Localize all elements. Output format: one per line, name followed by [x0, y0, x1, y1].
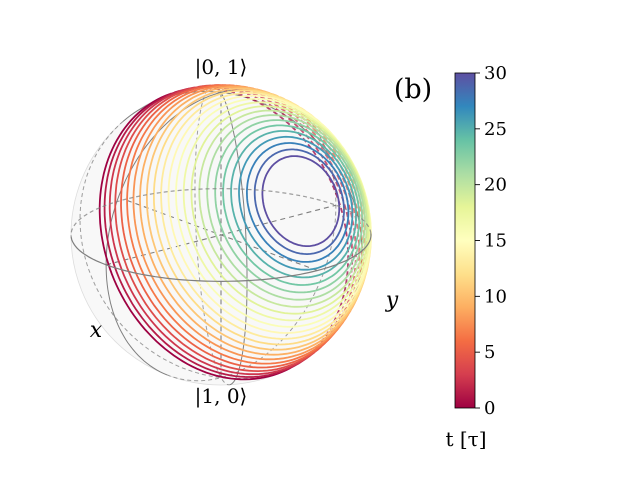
colorbar-tick-label: 25: [484, 119, 507, 140]
meridian-line: [105, 264, 168, 376]
colorbar-gradient: [454, 72, 476, 409]
trajectory-loop: [146, 90, 365, 351]
trajectory-loop: [139, 88, 358, 356]
sphere-grid-front: [70, 187, 372, 283]
trajectory-loop: [222, 124, 361, 286]
trajectory-loop: [238, 135, 354, 271]
meridian-line-back: [79, 121, 320, 379]
axis-line: [124, 198, 318, 272]
trajectory-loop: [132, 87, 349, 361]
trajectory-loop: [261, 155, 341, 247]
colorbar: 0 5 10 15 20 25 30: [454, 63, 507, 419]
trajectory-loop: [190, 105, 370, 315]
trajectory-loop: [230, 130, 357, 279]
trajectory-loop: [160, 94, 372, 340]
trajectory-loop-back: [206, 84, 361, 348]
equator-line: [105, 233, 372, 283]
colorbar-tick-label: 0: [484, 398, 495, 419]
colorbar-tick-label: 20: [484, 175, 507, 196]
trajectory-loop: [126, 87, 341, 365]
trajectory-loop: [114, 87, 322, 373]
trajectory-loop: [198, 109, 368, 308]
trajectory-loop: [206, 114, 366, 301]
equator-line-back: [70, 187, 372, 237]
colorbar-tick-label: 30: [484, 63, 507, 84]
colorbar-tick-label: 10: [484, 286, 507, 307]
trajectory-loop: [167, 97, 372, 334]
panel-label: (b): [394, 74, 432, 105]
trajectory-loop: [98, 93, 291, 381]
trajectory-loop: [120, 87, 332, 369]
trajectory-loop: [108, 87, 312, 376]
colorbar-tick-label: 15: [484, 231, 507, 252]
colorbar-label: t [τ]: [445, 427, 486, 451]
trajectory-loop: [253, 148, 345, 256]
trajectory-loop: [153, 92, 369, 346]
colorbar-tick-label: 5: [484, 342, 495, 363]
trajectory-loop: [103, 90, 304, 378]
trajectory-loop: [246, 142, 350, 263]
meridian-line: [229, 280, 248, 386]
label-bottom-state: |1, 0⟩: [195, 384, 248, 409]
label-x-axis: x: [90, 318, 103, 343]
label-y-axis: y: [385, 288, 399, 313]
trajectory-loop: [214, 119, 364, 294]
trajectory-loop: [182, 101, 371, 322]
equator-line: [70, 236, 107, 266]
label-top-state: |0, 1⟩: [195, 55, 248, 80]
trajectory-curves: [98, 84, 372, 381]
